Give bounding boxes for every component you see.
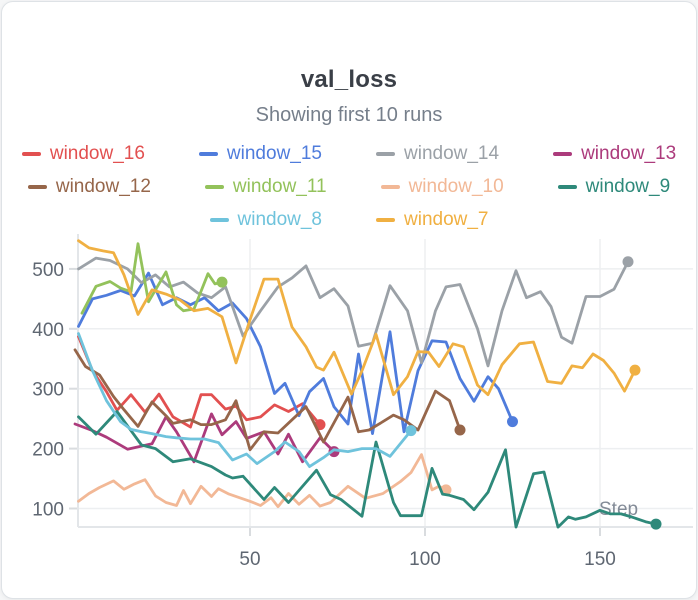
y-tick-label: 200	[32, 440, 64, 461]
legend-swatch-icon	[198, 152, 218, 156]
legend-item-window_10[interactable]: window_10	[380, 171, 504, 203]
series-end-dot-window_15	[507, 416, 518, 428]
legend-swatch-icon	[209, 218, 229, 222]
y-tick-label: 500	[32, 260, 64, 281]
x-tick-label: 150	[584, 549, 616, 570]
legend-label: window_11	[232, 176, 327, 197]
legend-swatch-icon	[204, 185, 224, 189]
series-end-dot-window_11	[216, 276, 228, 288]
legend-item-window_13[interactable]: window_13	[553, 138, 676, 170]
y-tick-label: 300	[32, 380, 64, 401]
x-tick-label: 50	[239, 549, 260, 570]
legend-item-window_14[interactable]: window_14	[376, 138, 499, 170]
legend-swatch-icon	[380, 185, 400, 189]
legend-label: window_10	[408, 176, 504, 197]
series-line-window_15[interactable]	[77, 271, 514, 436]
legend-swatch-icon	[557, 185, 577, 189]
legend-swatch-icon	[553, 152, 573, 156]
legend-label: window_9	[585, 176, 671, 197]
x-tick-label: 100	[409, 549, 441, 570]
legend-label: window_14	[404, 143, 500, 164]
series-line-window_11[interactable]	[80, 242, 224, 315]
legend-label: window_15	[226, 143, 322, 164]
series-line-window_14[interactable]	[77, 256, 630, 368]
legend-swatch-icon	[27, 185, 47, 189]
y-tick-label: 100	[32, 500, 64, 521]
series-line-window_12[interactable]	[73, 348, 462, 452]
y-tick-label: 400	[32, 320, 64, 341]
series-end-dot-window_8	[405, 425, 417, 437]
legend-label: window_8	[237, 209, 323, 230]
legend-label: window_7	[404, 209, 489, 230]
chart-subtitle: Showing first 10 runs	[255, 104, 443, 126]
legend-swatch-icon	[21, 152, 41, 156]
legend-label: window_16	[49, 143, 145, 164]
series-line-window_7[interactable]	[77, 239, 637, 397]
legend-item-window_11[interactable]: window_11	[204, 171, 327, 203]
series-end-dot-window_7	[629, 364, 641, 376]
series-end-dot-window_14	[622, 256, 634, 268]
legend-label: window_13	[581, 143, 677, 164]
legend-label: window_12	[55, 176, 151, 197]
series-line-window_9[interactable]	[77, 410, 658, 529]
legend-item-window_12[interactable]: window_12	[27, 171, 151, 203]
legend-item-window_8[interactable]: window_8	[209, 204, 323, 236]
legend-swatch-icon	[376, 152, 395, 156]
series-end-dot-window_9	[650, 518, 662, 530]
series-end-dot-window_12	[454, 424, 466, 436]
legend-item-window_9[interactable]: window_9	[557, 171, 671, 203]
chart-title: val_loss	[300, 66, 398, 93]
legend-swatch-icon	[376, 218, 395, 222]
series-line-window_13[interactable]	[73, 412, 336, 464]
legend-item-window_15[interactable]: window_15	[198, 138, 322, 170]
legend-item-window_7[interactable]: window_7	[376, 204, 489, 236]
series-line-window_8[interactable]	[77, 332, 413, 469]
legend-item-window_16[interactable]: window_16	[21, 138, 145, 170]
